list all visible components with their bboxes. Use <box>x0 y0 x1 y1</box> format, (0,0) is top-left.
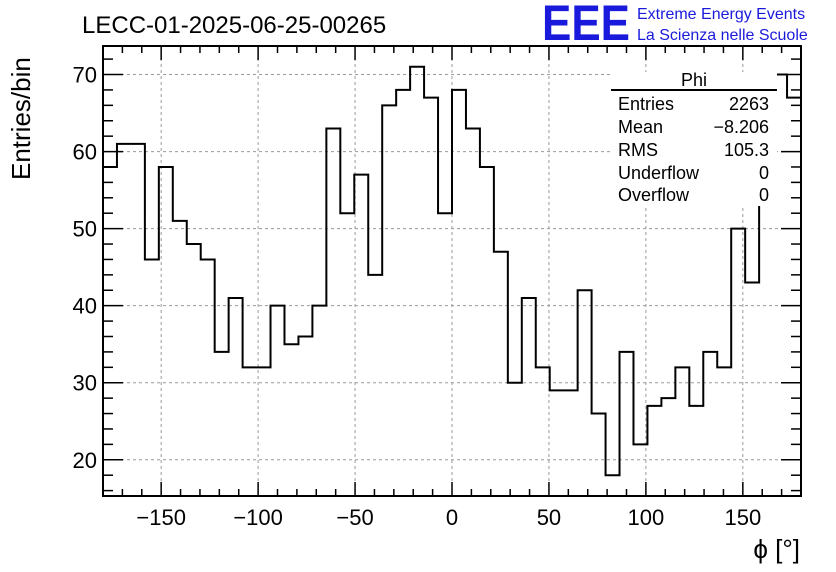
stats-box: Phi Entries 2263 Mean −8.206 RMS 105.3 U… <box>611 70 777 206</box>
histogram-bin <box>731 229 745 496</box>
histogram-bin <box>368 275 382 496</box>
stats-box-background <box>611 72 777 206</box>
histogram-bin <box>564 390 578 496</box>
histogram-bin <box>424 98 438 496</box>
stats-rms-value: 105.3 <box>724 140 769 160</box>
brand-logo: EEE <box>542 0 630 51</box>
histogram-bin <box>410 67 424 496</box>
stats-underflow-label: Underflow <box>618 163 700 183</box>
x-tick-label: 0 <box>446 505 458 530</box>
histogram-bin <box>689 406 703 496</box>
histogram-bin <box>661 398 675 496</box>
histogram-bin <box>284 344 298 496</box>
histogram-bin <box>703 352 717 496</box>
stats-overflow-label: Overflow <box>618 185 690 205</box>
histogram-bin <box>382 105 396 496</box>
histogram-bin <box>159 167 173 496</box>
histogram-bin <box>243 367 257 496</box>
histogram-bin <box>215 352 229 496</box>
histogram-bin <box>536 367 550 496</box>
y-tick-label: 40 <box>73 294 97 319</box>
x-tick-label: −50 <box>336 505 373 530</box>
histogram-bin <box>494 252 508 496</box>
histogram-bin <box>759 182 773 496</box>
chart-title: LECC-01-2025-06-25-00265 <box>82 12 386 39</box>
histogram-bin <box>187 244 201 496</box>
stats-rms-label: RMS <box>618 140 658 160</box>
histogram-bin <box>452 90 466 496</box>
histogram-bin <box>271 306 285 496</box>
tick-labels: −150 −100 −50 0 50 100 150 20 30 40 50 60 70 <box>73 63 762 530</box>
histogram-bin <box>326 128 340 496</box>
y-tick-label: 50 <box>73 217 97 242</box>
histogram-bin <box>717 367 731 496</box>
histogram-bin <box>578 290 592 496</box>
x-tick-label: −100 <box>233 505 283 530</box>
stats-entries-label: Entries <box>618 94 674 114</box>
histogram-bin <box>480 167 494 496</box>
brand-line-2: La Scienza nelle Scuole <box>637 27 808 44</box>
stats-title: Phi <box>681 70 707 90</box>
histogram-bin <box>257 367 271 496</box>
histogram-bin <box>647 406 661 496</box>
histogram-bin <box>201 259 215 496</box>
histogram-bin <box>173 221 187 496</box>
branding: EEE Extreme Energy Events La Scienza nel… <box>542 0 808 51</box>
histogram-bin <box>550 390 564 496</box>
histogram-bin <box>298 336 312 496</box>
histogram-bin <box>508 383 522 496</box>
histogram-bin <box>396 90 410 496</box>
histogram-bin <box>340 213 354 496</box>
stats-underflow-value: 0 <box>759 163 769 183</box>
histogram-outline <box>103 65 801 477</box>
x-axis-title: ϕ [°] <box>753 534 800 564</box>
y-tick-label: 30 <box>73 371 97 396</box>
histogram-bin <box>592 414 606 496</box>
histogram-bin <box>117 144 131 496</box>
x-tick-label: 50 <box>537 505 561 530</box>
y-tick-label: 70 <box>73 63 97 88</box>
histogram-bin <box>145 259 159 496</box>
stats-entries-value: 2263 <box>729 94 769 114</box>
stats-overflow-value: 0 <box>759 185 769 205</box>
histogram-bin <box>675 367 689 496</box>
x-tick-label: 150 <box>724 505 761 530</box>
histogram-bin <box>103 167 117 496</box>
brand-line-1: Extreme Energy Events <box>637 6 805 23</box>
x-tick-label: −150 <box>136 505 186 530</box>
histogram-bin <box>787 98 801 496</box>
y-tick-label: 20 <box>73 448 97 473</box>
stats-mean-value: −8.206 <box>713 117 769 137</box>
histogram-bin <box>466 128 480 496</box>
histogram-bin <box>438 213 452 496</box>
histogram-bin <box>620 352 634 496</box>
histogram-bin <box>312 306 326 496</box>
histogram-bin <box>131 144 145 496</box>
histogram-bin <box>229 298 243 496</box>
histogram-bin <box>745 283 759 496</box>
x-tick-label: 100 <box>628 505 665 530</box>
histogram-bin <box>522 298 536 496</box>
y-tick-label: 60 <box>73 140 97 165</box>
ticks-layer <box>102 46 802 496</box>
stats-mean-label: Mean <box>618 117 663 137</box>
histogram-bin <box>354 175 368 496</box>
y-axis-title: Entries/bin <box>6 57 36 180</box>
